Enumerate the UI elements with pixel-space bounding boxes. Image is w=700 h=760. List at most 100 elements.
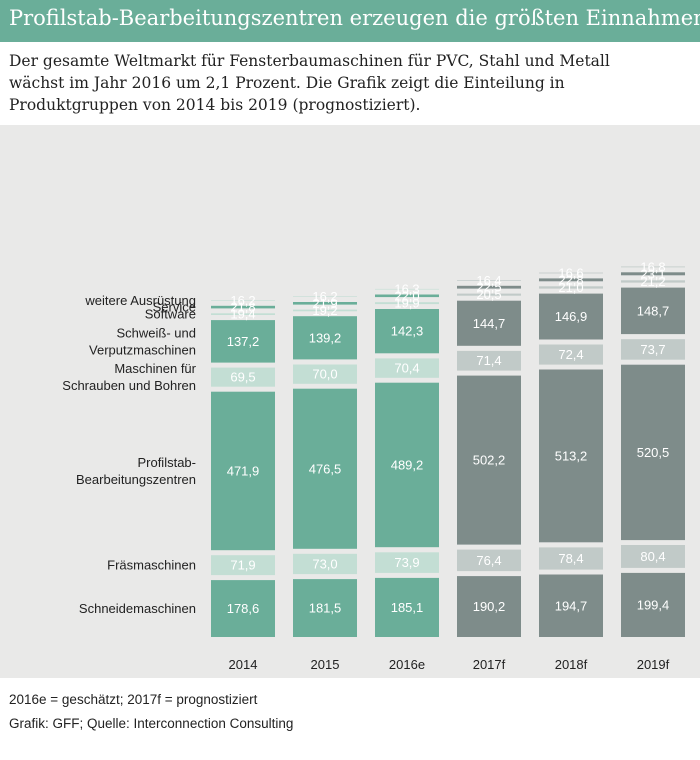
bar-2018f-service bbox=[539, 278, 603, 282]
data-label: 16,4 bbox=[476, 273, 501, 288]
x-tick-label: 2017f bbox=[473, 657, 506, 672]
series-label: Schrauben und Bohren bbox=[62, 378, 196, 393]
data-label: 144,7 bbox=[473, 316, 506, 331]
bar-2015-profilstab-bearbeitungszentren bbox=[293, 388, 357, 549]
bar-2014-profilstab-bearbeitungszentren bbox=[211, 391, 275, 551]
bar-2016e-software bbox=[375, 302, 439, 305]
data-label: 71,4 bbox=[476, 353, 501, 368]
bar-2018f-schweiss-und-verputzmaschinen bbox=[539, 293, 603, 340]
x-tick-label: 2018f bbox=[555, 657, 588, 672]
data-label: 178,6 bbox=[227, 601, 260, 616]
data-label: 21,9 bbox=[312, 296, 337, 311]
data-label: 21,2 bbox=[640, 274, 665, 289]
data-label: 194,7 bbox=[555, 598, 588, 613]
data-label: 502,2 bbox=[473, 453, 506, 468]
data-label: 73,0 bbox=[312, 557, 337, 572]
series-label: Software bbox=[145, 307, 196, 322]
bar-2016e-profilstab-bearbeitungszentren bbox=[375, 382, 439, 548]
bar-2014-service bbox=[211, 305, 275, 309]
bar-2019f-weitere-ausruestung bbox=[621, 266, 685, 268]
data-label: 16,6 bbox=[558, 266, 583, 281]
data-label: 185,1 bbox=[391, 600, 424, 615]
series-label: Profilstab- bbox=[137, 455, 196, 470]
bar-2019f-maschinen-fuer-schrauben-und-bohren bbox=[621, 339, 685, 360]
data-label: 73,7 bbox=[640, 342, 665, 357]
bar-2017f-service bbox=[457, 285, 521, 289]
data-label: 19,9 bbox=[394, 296, 419, 311]
bar-2015-schneidemaschinen bbox=[293, 579, 357, 637]
bar-2014-schweiss-und-verputzmaschinen bbox=[211, 320, 275, 363]
bar-2015-weitere-ausruestung bbox=[293, 296, 357, 297]
data-label: 19,2 bbox=[312, 303, 337, 318]
data-label: 70,0 bbox=[312, 367, 337, 382]
bar-2014-software bbox=[211, 313, 275, 315]
data-label: 181,5 bbox=[309, 601, 342, 616]
chart-title: Profilstab-Bearbeitungszentren erzeugen … bbox=[9, 6, 700, 30]
data-label: 16,2 bbox=[312, 289, 337, 304]
stacked-bar-chart: 178,671,9471,969,5137,219,421,816,220141… bbox=[62, 259, 685, 672]
data-label: 71,9 bbox=[230, 558, 255, 573]
bar-2016e-fraesmaschinen bbox=[375, 552, 439, 573]
title-banner: Profilstab-Bearbeitungszentren erzeugen … bbox=[0, 0, 700, 42]
bar-2017f-maschinen-fuer-schrauben-und-bohren bbox=[457, 350, 521, 371]
data-label: 513,2 bbox=[555, 449, 588, 464]
bar-2018f-schneidemaschinen bbox=[539, 574, 603, 637]
data-label: 78,4 bbox=[558, 551, 583, 566]
series-label: Schweiß- und bbox=[117, 325, 196, 340]
data-label: 489,2 bbox=[391, 458, 424, 473]
bar-2016e-schneidemaschinen bbox=[375, 577, 439, 637]
data-label: 16,3 bbox=[394, 282, 419, 297]
bar-2015-fraesmaschinen bbox=[293, 553, 357, 575]
data-label: 23,1 bbox=[640, 266, 665, 281]
series-label: Fräsmaschinen bbox=[107, 558, 196, 573]
bar-2014-fraesmaschinen bbox=[211, 555, 275, 576]
data-label: 73,9 bbox=[394, 555, 419, 570]
bar-2015-software bbox=[293, 309, 357, 312]
data-label: 139,2 bbox=[309, 330, 342, 345]
data-label: 80,4 bbox=[640, 549, 665, 564]
data-label: 22,8 bbox=[558, 272, 583, 287]
bar-2018f-weitere-ausruestung bbox=[539, 272, 603, 274]
series-label: weitere Ausrüstung bbox=[84, 293, 196, 308]
series-label: Maschinen für bbox=[114, 361, 196, 376]
bar-2018f-profilstab-bearbeitungszentren bbox=[539, 369, 603, 543]
bar-2017f-software bbox=[457, 293, 521, 296]
bar-2014-maschinen-fuer-schrauben-und-bohren bbox=[211, 367, 275, 387]
data-label: 22,5 bbox=[476, 280, 501, 295]
bar-2019f-software bbox=[621, 280, 685, 283]
data-label: 16,2 bbox=[230, 293, 255, 308]
bar-2015-schweiss-und-verputzmaschinen bbox=[293, 316, 357, 360]
bar-2019f-schweiss-und-verputzmaschinen bbox=[621, 287, 685, 335]
bar-2019f-service bbox=[621, 272, 685, 276]
bar-2019f-schneidemaschinen bbox=[621, 572, 685, 637]
bar-2014-schneidemaschinen bbox=[211, 580, 275, 637]
bar-2016e-service bbox=[375, 294, 439, 298]
x-tick-label: 2019f bbox=[637, 657, 670, 672]
bar-2017f-schneidemaschinen bbox=[457, 576, 521, 637]
bar-2019f-profilstab-bearbeitungszentren bbox=[621, 364, 685, 541]
footnote-source: Grafik: GFF; Quelle: Interconnection Con… bbox=[9, 716, 294, 731]
data-label: 20,5 bbox=[476, 287, 501, 302]
bar-2017f-schweiss-und-verputzmaschinen bbox=[457, 300, 521, 346]
data-label: 21,0 bbox=[558, 280, 583, 295]
bar-2018f-maschinen-fuer-schrauben-und-bohren bbox=[539, 344, 603, 365]
data-label: 142,3 bbox=[391, 324, 424, 339]
bar-2016e-maschinen-fuer-schrauben-und-bohren bbox=[375, 358, 439, 378]
data-label: 16,8 bbox=[640, 259, 665, 274]
data-label: 520,5 bbox=[637, 445, 670, 460]
bar-2015-maschinen-fuer-schrauben-und-bohren bbox=[293, 364, 357, 384]
footnote-estimate: 2016e = geschätzt; 2017f = prognostizier… bbox=[9, 692, 258, 707]
data-label: 137,2 bbox=[227, 334, 260, 349]
series-label: Service bbox=[153, 300, 196, 315]
data-label: 22,0 bbox=[394, 288, 419, 303]
data-label: 72,4 bbox=[558, 347, 583, 362]
data-label: 199,4 bbox=[637, 598, 670, 613]
data-label: 69,5 bbox=[230, 370, 255, 385]
bar-2018f-software bbox=[539, 286, 603, 289]
data-label: 21,8 bbox=[230, 300, 255, 315]
data-label: 476,5 bbox=[309, 461, 342, 476]
bar-2017f-weitere-ausruestung bbox=[457, 280, 521, 281]
bar-2019f-fraesmaschinen bbox=[621, 545, 685, 568]
bar-2014-weitere-ausruestung bbox=[211, 300, 275, 301]
series-label: Bearbeitungszentren bbox=[76, 472, 196, 487]
